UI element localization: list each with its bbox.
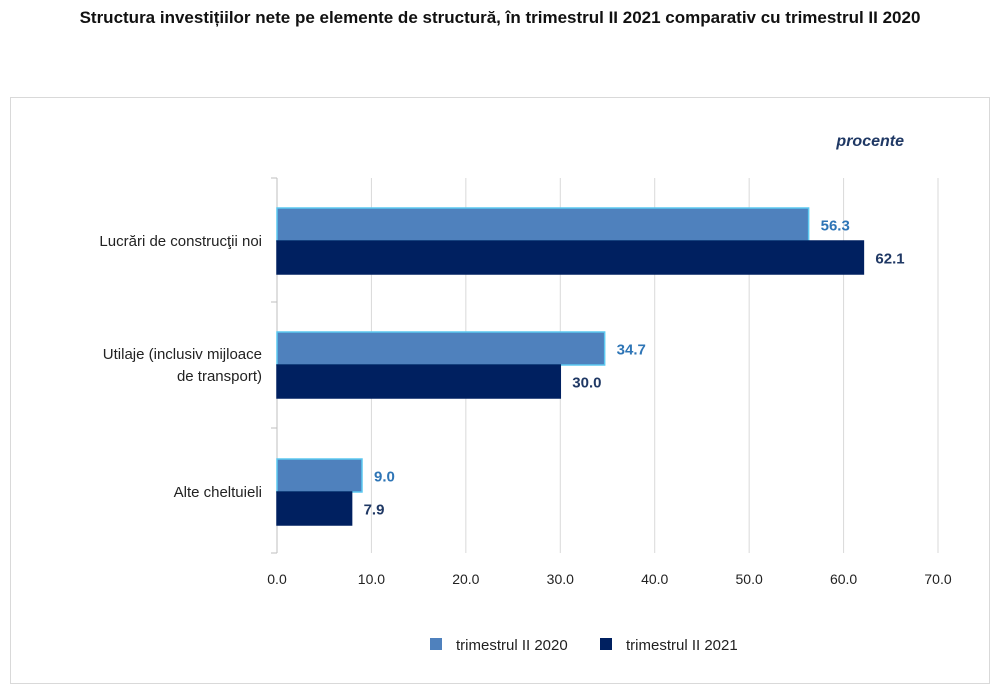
data-label: 30.0 — [572, 375, 601, 392]
x-tick-label: 30.0 — [547, 571, 574, 587]
legend-label: trimestrul II 2020 — [456, 637, 568, 654]
bar-2021 — [276, 491, 353, 526]
legend-label: trimestrul II 2021 — [626, 637, 738, 654]
bar-2020 — [276, 207, 810, 242]
bar-2021 — [276, 240, 865, 275]
x-tick-label: 60.0 — [830, 571, 857, 587]
data-label: 7.9 — [364, 502, 385, 519]
x-tick-label: 20.0 — [452, 571, 479, 587]
bar-2020 — [276, 458, 363, 493]
chart-title: Structura investițiilor nete pe elemente… — [79, 8, 921, 27]
legend-swatch — [430, 638, 442, 650]
x-tick-label: 0.0 — [267, 571, 287, 587]
unit-label: procente — [835, 133, 904, 150]
chart-frame — [10, 97, 990, 684]
bar-2021 — [276, 364, 562, 399]
category-label: de transport) — [177, 368, 262, 385]
data-label: 9.0 — [374, 469, 395, 486]
x-tick-label: 50.0 — [736, 571, 763, 587]
x-tick-label: 40.0 — [641, 571, 668, 587]
category-label: Alte cheltuieli — [174, 484, 262, 501]
category-label: Lucrări de construcţii noi — [99, 233, 262, 250]
x-tick-label: 10.0 — [358, 571, 385, 587]
category-label: Utilaje (inclusiv mijloace — [103, 346, 262, 363]
legend-swatch — [600, 638, 612, 650]
bar-2020 — [276, 331, 606, 366]
data-label: 62.1 — [875, 251, 904, 268]
data-label: 56.3 — [821, 218, 850, 235]
data-label: 34.7 — [617, 342, 646, 359]
x-tick-label: 70.0 — [924, 571, 951, 587]
